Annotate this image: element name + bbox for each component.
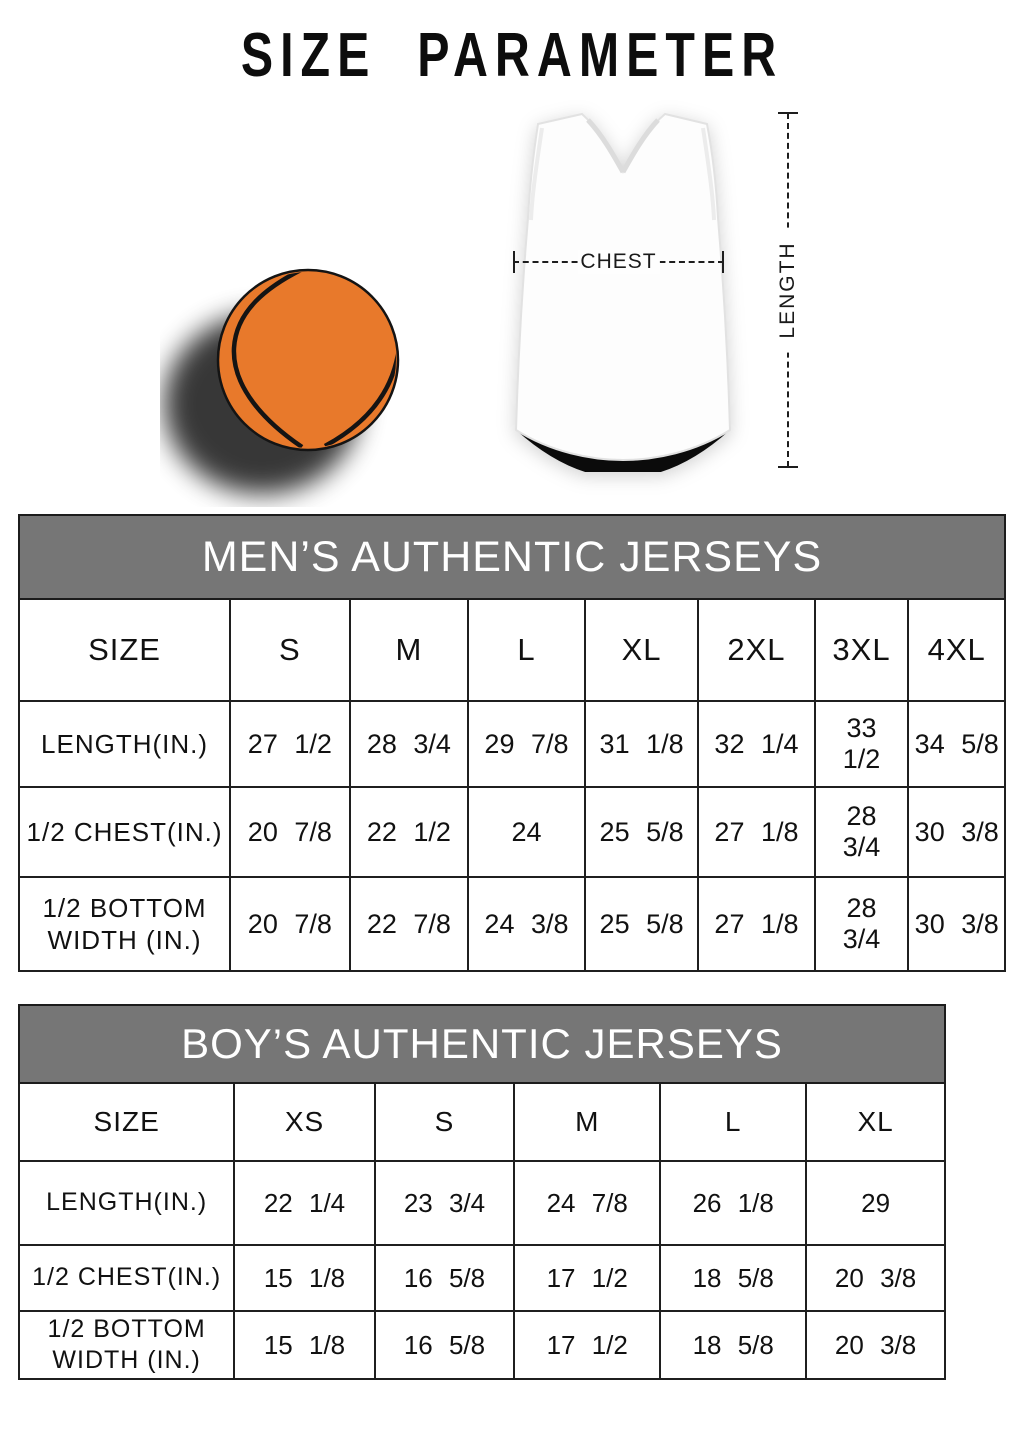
mens-header-row: SIZE S M L XL 2XL 3XL 4XL <box>20 600 1004 702</box>
mens-bottom-width-row: 1/2 BOTTOM WIDTH (IN.) 20 7/8 22 7/8 24 … <box>20 878 1004 970</box>
col-header-l: L <box>469 600 586 700</box>
col-header-3xl: 3XL <box>816 600 910 700</box>
row-label: LENGTH(IN.) <box>20 1162 236 1244</box>
value-cell: 31 1/8 <box>586 702 700 786</box>
jersey-armhole-trim <box>529 127 716 221</box>
col-header-xs: XS <box>235 1084 376 1160</box>
col-header-size: SIZE <box>20 1084 236 1160</box>
mens-table-title: MEN’S AUTHENTIC JERSEYS <box>18 514 1006 600</box>
value-cell: 24 3/8 <box>469 878 586 970</box>
value-cell: 20 3/8 <box>834 1329 917 1360</box>
value-cell: 15 1/8 <box>235 1246 376 1310</box>
value-cell: 25 5/8 <box>586 878 700 970</box>
col-header-s: S <box>231 600 351 700</box>
col-header-m: M <box>351 600 470 700</box>
jersey-neck-trim <box>586 118 660 174</box>
col-header-2xl: 2XL <box>699 600 816 700</box>
value-cell: 20 7/8 <box>231 788 351 876</box>
mens-chest-row: 1/2 CHEST(IN.) 20 7/8 22 1/2 24 25 5/8 2… <box>20 788 1004 878</box>
length-top-cap <box>778 112 798 114</box>
value-cell: 28 3/4 <box>816 788 910 876</box>
boys-table-title: BOY’S AUTHENTIC JERSEYS <box>18 1004 946 1084</box>
length-dimension-line: LENGTH <box>776 112 800 468</box>
value-cell: 16 5/8 <box>376 1246 516 1310</box>
value-cell: 18 5/8 <box>661 1312 808 1379</box>
chest-right-cap <box>722 251 724 273</box>
col-header-xl: XL <box>586 600 700 700</box>
value-cell: 30 3/8 <box>914 908 999 939</box>
boys-chest-row: 1/2 CHEST(IN.) 15 1/8 16 5/8 17 1/2 18 5… <box>20 1246 944 1312</box>
chest-label: CHEST <box>577 250 660 274</box>
boys-size-table: BOY’S AUTHENTIC JERSEYS SIZE XS S M L XL… <box>18 1004 946 1380</box>
mens-table-grid: SIZE S M L XL 2XL 3XL 4XL LENGTH(IN.) 27… <box>18 600 1006 972</box>
value-cell: 22 1/2 <box>351 788 470 876</box>
value-cell: 27 1/8 <box>699 878 816 970</box>
value-cell: 24 <box>469 788 586 876</box>
value-cell: 15 1/8 <box>235 1312 376 1379</box>
chest-left-cap <box>513 251 515 273</box>
value-cell: 25 5/8 <box>586 788 700 876</box>
row-label: 1/2 CHEST(IN.) <box>20 1246 236 1310</box>
page-title: SIZE PARAMETER <box>240 21 784 90</box>
value-cell: 28 3/4 <box>351 702 470 786</box>
value-cell: 20 3/8 <box>834 1262 917 1293</box>
value-cell: 27 1/2 <box>231 702 351 786</box>
value-cell: 29 7/8 <box>469 702 586 786</box>
length-bottom-cap <box>778 466 798 468</box>
col-header-size: SIZE <box>20 600 232 700</box>
length-label: LENGTH <box>776 227 800 353</box>
row-label: 1/2 CHEST(IN.) <box>20 788 232 876</box>
value-cell: 24 7/8 <box>515 1162 662 1244</box>
value-cell: 17 1/2 <box>515 1246 662 1310</box>
value-cell: 26 1/8 <box>661 1162 808 1244</box>
col-header-4xl: 4XL <box>927 632 986 667</box>
value-cell: 32 1/4 <box>699 702 816 786</box>
boys-header-row: SIZE XS S M L XL <box>20 1084 944 1162</box>
value-cell: 30 3/8 <box>914 816 999 847</box>
value-cell: 22 7/8 <box>351 878 470 970</box>
col-header-m: M <box>515 1084 662 1160</box>
basketball-image <box>164 268 400 494</box>
jersey-image <box>514 112 732 472</box>
value-cell: 27 1/8 <box>699 788 816 876</box>
boys-table-grid: SIZE XS S M L XL LENGTH(IN.) 22 1/4 23 3… <box>18 1084 946 1380</box>
row-label: 1/2 BOTTOM WIDTH (IN.) <box>20 1312 236 1379</box>
row-label: LENGTH(IN.) <box>20 702 232 786</box>
value-cell: 17 1/2 <box>515 1312 662 1379</box>
boys-bottom-width-row: 1/2 BOTTOM WIDTH (IN.) 15 1/8 16 5/8 17 … <box>20 1312 944 1379</box>
jersey-body <box>514 112 732 462</box>
ball-body <box>216 268 400 452</box>
value-cell: 28 3/4 <box>816 878 910 970</box>
value-cell: 22 1/4 <box>235 1162 376 1244</box>
mens-size-table: MEN’S AUTHENTIC JERSEYS SIZE S M L XL 2X… <box>18 514 1006 972</box>
row-label: 1/2 BOTTOM WIDTH (IN.) <box>20 878 232 970</box>
col-header-xl: XL <box>857 1106 894 1137</box>
value-cell: 20 7/8 <box>231 878 351 970</box>
chest-dimension-line: CHEST <box>513 250 724 274</box>
value-cell: 34 5/8 <box>914 728 999 759</box>
value-cell: 23 3/4 <box>376 1162 516 1244</box>
col-header-s: S <box>376 1084 516 1160</box>
value-cell: 29 <box>861 1187 891 1218</box>
value-cell: 33 1/2 <box>816 702 910 786</box>
boys-length-row: LENGTH(IN.) 22 1/4 23 3/4 24 7/8 26 1/8 … <box>20 1162 944 1246</box>
value-cell: 18 5/8 <box>661 1246 808 1310</box>
col-header-l: L <box>661 1084 808 1160</box>
mens-length-row: LENGTH(IN.) 27 1/2 28 3/4 29 7/8 31 1/8 … <box>20 702 1004 788</box>
value-cell: 16 5/8 <box>376 1312 516 1379</box>
